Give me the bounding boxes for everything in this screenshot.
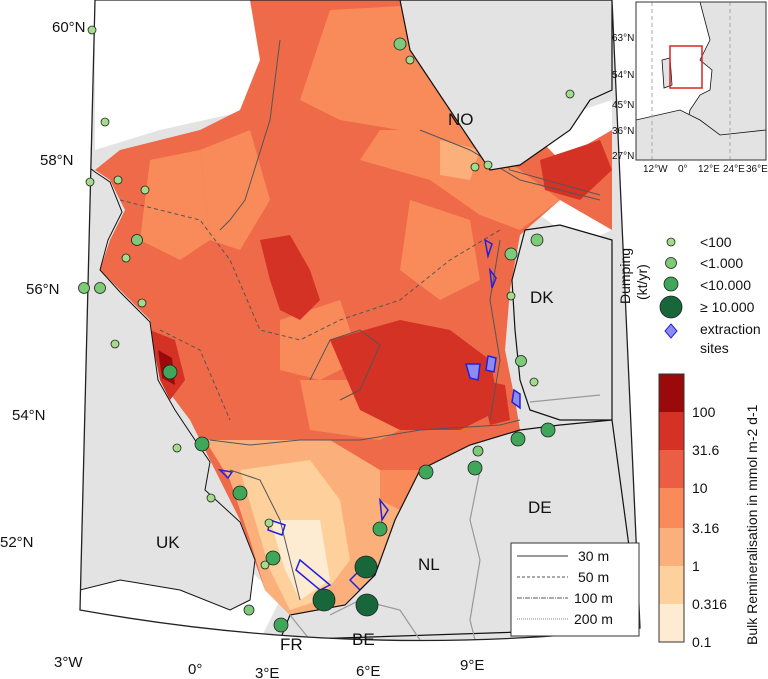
svg-text:0.316: 0.316 — [692, 596, 727, 612]
svg-text:45°N: 45°N — [612, 100, 634, 111]
svg-text:0.1: 0.1 — [692, 634, 712, 650]
svg-text:58°N: 58°N — [40, 152, 74, 169]
legend-dot-large — [663, 276, 679, 292]
svg-text:<10.000: <10.000 — [700, 277, 751, 293]
svg-text:36°N: 36°N — [612, 126, 634, 137]
svg-text:0°: 0° — [188, 661, 202, 678]
svg-text:52°N: 52°N — [0, 534, 34, 551]
svg-text:27°N: 27°N — [612, 151, 634, 162]
svg-text:Dumping: Dumping — [617, 248, 633, 304]
svg-text:54°N: 54°N — [612, 70, 634, 81]
country-label-de: DE — [528, 498, 552, 517]
svg-text:0°: 0° — [678, 164, 688, 175]
svg-text:3°W: 3°W — [54, 654, 83, 671]
colorbar: 100 31.6 10 3.16 1 0.316 0.1 Bulk Remine… — [658, 373, 760, 650]
svg-text:200 m: 200 m — [574, 611, 613, 627]
svg-text:54°N: 54°N — [12, 407, 46, 424]
svg-text:56°N: 56°N — [26, 281, 60, 298]
country-label-fr: FR — [280, 635, 303, 654]
inset-locator-map: 63°N 54°N 45°N 36°N 27°N 12°W 0° 12°E 24… — [612, 1, 768, 175]
legend-dot-medium — [665, 257, 677, 269]
country-label-dk: DK — [530, 288, 554, 307]
svg-text:10: 10 — [692, 480, 708, 496]
svg-text:3.16: 3.16 — [692, 520, 719, 536]
svg-text:12°E: 12°E — [698, 164, 720, 175]
svg-text:<100: <100 — [700, 234, 732, 250]
norway-landmass — [399, 0, 613, 171]
svg-text:6°E: 6°E — [356, 663, 380, 679]
dumping-legend: Dumping (kt/yr) <100 <1.000 <10.000 ≥ 10… — [617, 234, 761, 356]
svg-text:63°N: 63°N — [612, 33, 634, 44]
depth-legend: 30 m 50 m 100 m 200 m — [510, 542, 640, 637]
svg-text:31.6: 31.6 — [692, 442, 719, 458]
svg-text:12°W: 12°W — [643, 164, 668, 175]
dumping-sites — [78, 25, 575, 633]
country-label-uk: UK — [156, 533, 180, 552]
extraction-diamond-icon — [664, 323, 678, 339]
svg-text:(kt/yr): (kt/yr) — [634, 264, 650, 300]
svg-text:50 m: 50 m — [578, 569, 609, 585]
inset-extent-box — [669, 45, 703, 89]
svg-text:30 m: 30 m — [578, 548, 609, 564]
svg-text:9°E: 9°E — [460, 657, 484, 674]
legend-dot-xlarge — [659, 295, 683, 319]
denmark-landmass — [511, 224, 613, 421]
colorbar-label: Bulk Remineralisation in mmol m-2 d-1 — [744, 404, 760, 645]
longitude-axis: 3°W 0° 3°E 6°E 9°E — [54, 654, 484, 679]
svg-text:sites: sites — [700, 340, 729, 356]
latitude-axis: 60°N 58°N 56°N 54°N 52°N — [0, 19, 86, 551]
svg-text:36°E: 36°E — [746, 164, 768, 175]
country-label-be: BE — [352, 630, 375, 649]
svg-text:24°E: 24°E — [723, 164, 745, 175]
svg-text:3°E: 3°E — [255, 665, 279, 679]
svg-text:60°N: 60°N — [52, 19, 86, 36]
svg-text:1: 1 — [692, 558, 700, 574]
country-label-no: NO — [448, 110, 474, 129]
country-label-nl: NL — [418, 555, 440, 574]
svg-text:extraction: extraction — [700, 321, 761, 337]
svg-text:<1.000: <1.000 — [700, 255, 743, 271]
svg-text:100 m: 100 m — [574, 590, 613, 606]
legend-dot-small — [666, 237, 676, 247]
svg-text:100: 100 — [692, 404, 716, 420]
svg-text:≥ 10.000: ≥ 10.000 — [700, 299, 755, 315]
